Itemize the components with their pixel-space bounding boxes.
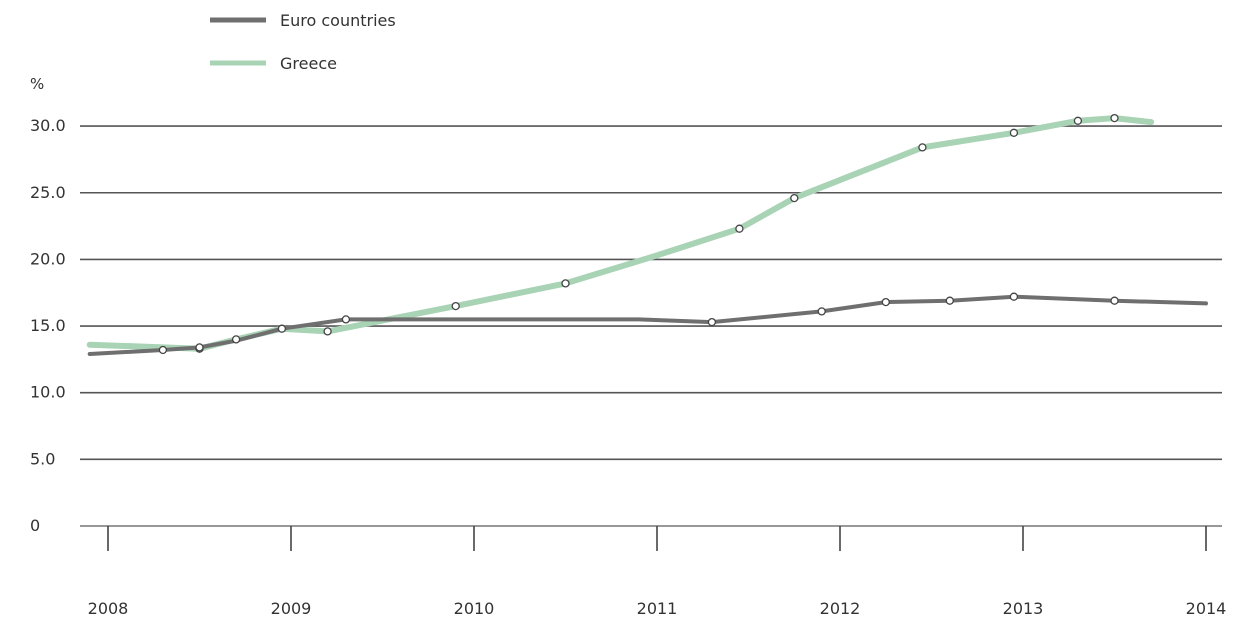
y-tick-label-10.0: 10.0 bbox=[30, 383, 66, 402]
x-axis: 2008 2009 2010 2011 2012 2013 2014 bbox=[88, 526, 1227, 618]
data-point-euro-countries-9 bbox=[1110, 296, 1119, 305]
x-tick-label-2012: 2012 bbox=[820, 599, 861, 618]
gridlines bbox=[80, 125, 1222, 527]
x-tick-label-2010: 2010 bbox=[454, 599, 495, 618]
data-point-greece-2 bbox=[323, 327, 332, 336]
data-point-greece-1 bbox=[231, 335, 241, 344]
x-tick-label-2009: 2009 bbox=[271, 599, 312, 618]
y-tick-label-20.0: 20.0 bbox=[30, 249, 66, 268]
data-point-euro-countries-6 bbox=[881, 297, 890, 307]
data-point-euro-countries-7 bbox=[945, 296, 954, 305]
legend-label-euro-countries: Euro countries bbox=[280, 11, 396, 30]
x-tick-label-2014: 2014 bbox=[1186, 599, 1227, 618]
x-tick-label-2011: 2011 bbox=[637, 599, 678, 618]
data-point-greece-3 bbox=[451, 301, 460, 311]
y-tick-label-30.0: 30.0 bbox=[30, 116, 66, 135]
data-point-euro-countries-5 bbox=[817, 307, 826, 316]
x-tick-label-2013: 2013 bbox=[1003, 599, 1044, 618]
data-point-greece-8 bbox=[1009, 128, 1019, 137]
y-tick-label-15.0: 15.0 bbox=[30, 316, 66, 335]
series-group bbox=[86, 113, 1208, 356]
data-point-greece-6 bbox=[790, 193, 799, 203]
data-point-euro-countries-3 bbox=[341, 315, 351, 324]
data-point-greece-4 bbox=[561, 279, 570, 288]
y-tick-label-5.0: 5.0 bbox=[30, 449, 55, 468]
data-point-euro-countries-4 bbox=[707, 317, 717, 327]
series-line-greece bbox=[86, 115, 1155, 352]
x-tick-label-2008: 2008 bbox=[88, 599, 129, 618]
y-axis: 0 5.0 10.0 15.0 20.0 25.0 30.0 bbox=[30, 116, 66, 535]
data-point-euro-countries-1 bbox=[195, 343, 204, 352]
y-tick-label-25.0: 25.0 bbox=[30, 183, 66, 202]
data-point-greece-7 bbox=[918, 143, 927, 152]
data-point-euro-countries-0 bbox=[158, 345, 168, 355]
data-point-greece-10 bbox=[1110, 113, 1119, 123]
series-line-euro-countries bbox=[87, 294, 1208, 356]
y-axis-unit-label: % bbox=[30, 75, 44, 93]
data-point-greece-9 bbox=[1073, 116, 1083, 125]
legend: Euro countries Greece bbox=[210, 11, 396, 73]
data-point-euro-countries-8 bbox=[1009, 292, 1019, 301]
data-point-euro-countries-2 bbox=[277, 324, 287, 333]
y-tick-label-0: 0 bbox=[30, 516, 40, 535]
data-point-greece-5 bbox=[735, 224, 744, 233]
legend-label-greece: Greece bbox=[280, 54, 337, 73]
